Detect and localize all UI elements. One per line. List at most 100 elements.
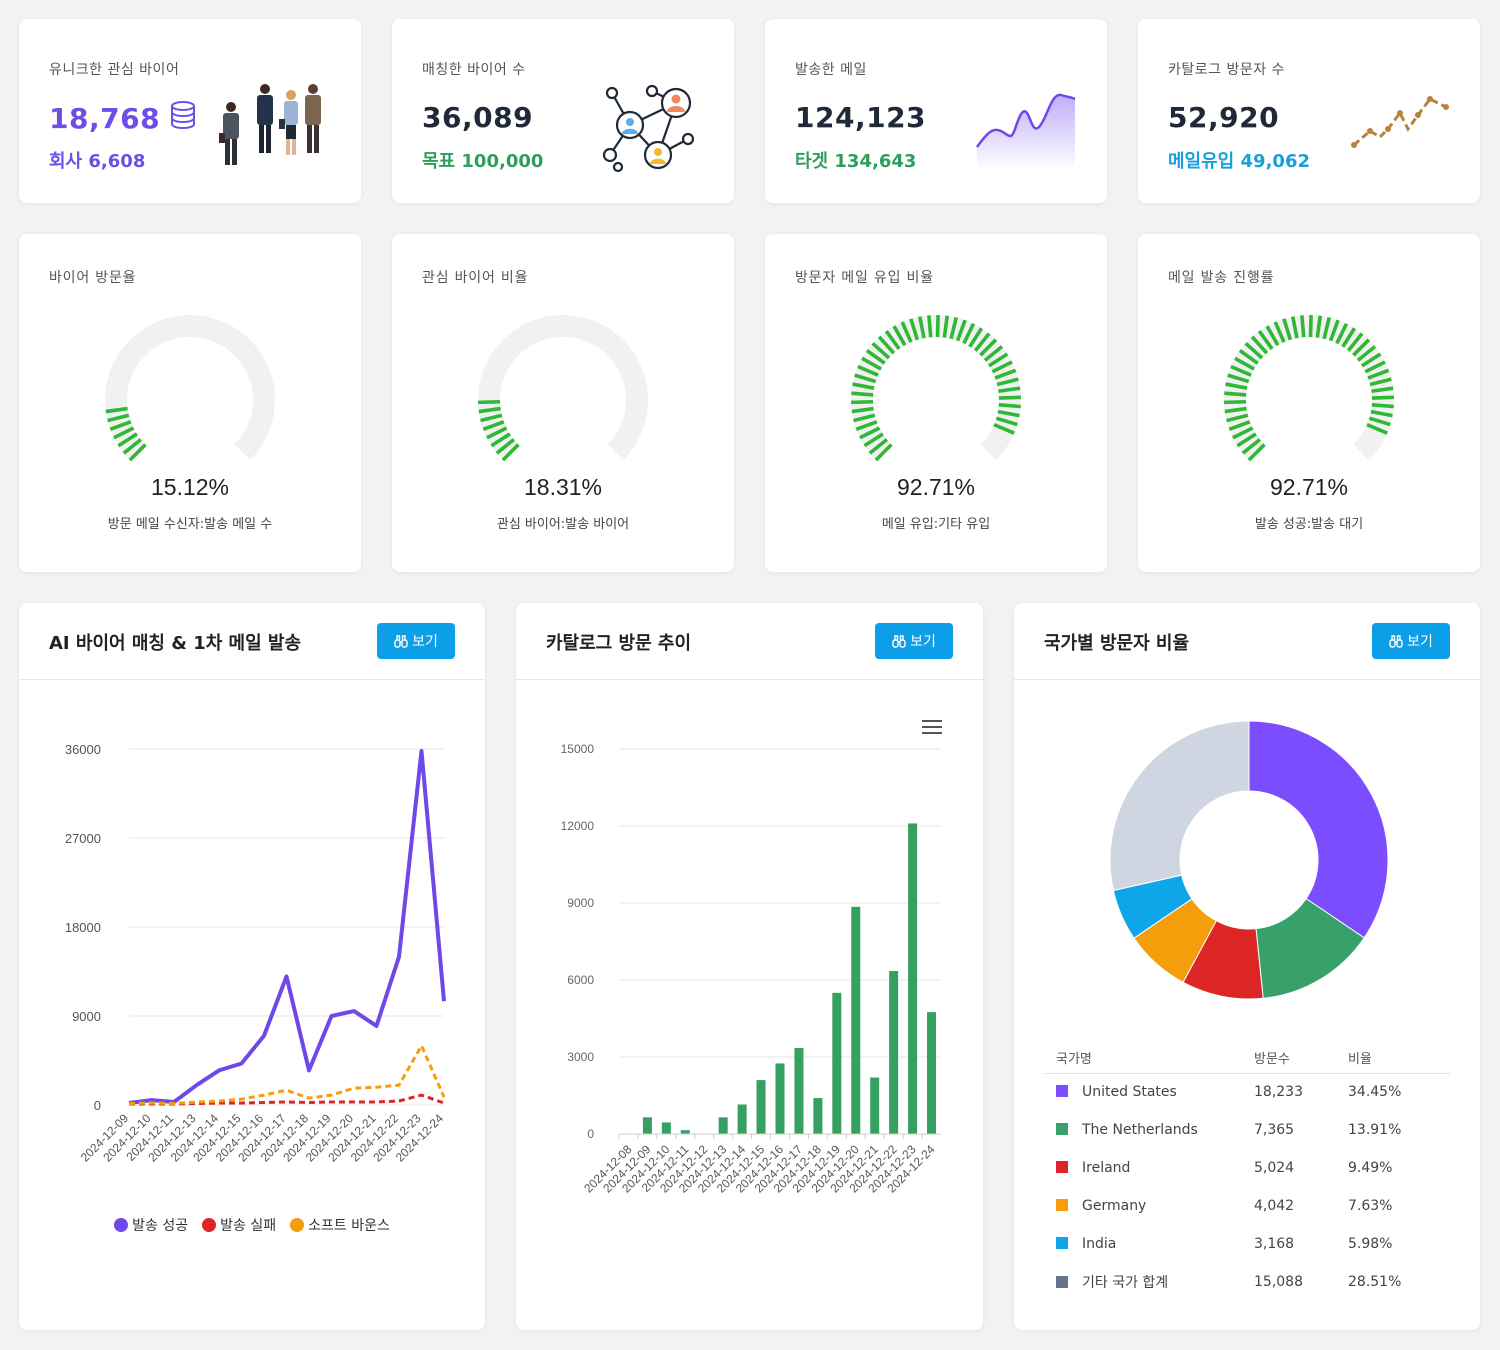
stat-value: 124,123	[795, 101, 927, 134]
bar[interactable]	[642, 1117, 652, 1134]
legend-item-soft-bounce[interactable]: 소프트 바운스	[290, 1215, 390, 1235]
table-row: Germany 4,042 7.63%	[1044, 1187, 1450, 1225]
bar[interactable]	[927, 1012, 937, 1134]
gauge-tick	[1308, 314, 1313, 338]
gauge-tick	[107, 413, 130, 423]
stat-number: 18,768	[49, 102, 161, 135]
country-cell: Germany	[1044, 1187, 1254, 1225]
donut-slice[interactable]	[1109, 720, 1250, 892]
gauge-tick	[1328, 319, 1340, 342]
y-tick-label: 27000	[65, 831, 101, 846]
legend-label: 발송 성공	[132, 1218, 189, 1234]
gauge-tick	[1346, 332, 1364, 352]
donut-slice[interactable]	[1248, 720, 1389, 939]
gauge-tick	[884, 330, 901, 350]
gauge-tick	[874, 443, 893, 462]
gauge-tick	[998, 395, 1022, 400]
gauge-tick	[927, 315, 933, 338]
gauge-tick	[1291, 316, 1299, 339]
binoculars-icon	[394, 635, 408, 648]
color-swatch	[1056, 1085, 1068, 1098]
country-cell: Ireland	[1044, 1149, 1254, 1187]
country-cell: India	[1044, 1225, 1254, 1263]
view-button[interactable]: 보기	[1372, 623, 1450, 659]
bar[interactable]	[813, 1098, 823, 1134]
bar[interactable]	[870, 1077, 880, 1134]
gauge-tick	[480, 413, 503, 423]
series-line	[128, 749, 446, 1105]
y-tick-label: 6000	[567, 973, 594, 987]
bar[interactable]	[889, 971, 899, 1134]
table-row: Ireland 5,024 9.49%	[1044, 1149, 1450, 1187]
gauge-tick	[1356, 345, 1377, 362]
bar[interactable]	[851, 906, 861, 1134]
view-button-label: 보기	[910, 634, 936, 650]
gauge-tick	[1371, 395, 1395, 400]
gauge-tick	[1265, 325, 1280, 347]
gauge-tick	[1230, 364, 1252, 377]
view-button[interactable]: 보기	[377, 623, 455, 659]
panel-mail-sending: AI 바이어 매칭 & 1차 메일 발송 보기 36000 27000 18000 9…	[19, 603, 485, 1330]
country-name: United States	[1082, 1084, 1177, 1101]
gauge-tick	[117, 432, 138, 448]
gauge-tick	[1300, 315, 1306, 338]
gauge-tick	[1335, 322, 1349, 345]
gauge-tick	[979, 338, 998, 357]
stat-label: 발송한 메일	[795, 62, 867, 78]
y-tick-label: 0	[94, 1098, 101, 1113]
bar[interactable]	[661, 1122, 671, 1134]
stat-sub: 메일유입 49,062	[1168, 147, 1310, 173]
gauge-tick	[935, 314, 940, 338]
legend-dot	[290, 1218, 305, 1232]
line-chart: 360002700018000900002024-12-092024-12-10…	[65, 742, 447, 1165]
panel-country-ratio: 국가별 방문자 비율 보기 국가명 방문수 비율 United States 18…	[1014, 603, 1480, 1330]
gauge-tick	[991, 360, 1013, 374]
table-row: The Netherlands 7,365 13.91%	[1044, 1111, 1450, 1149]
legend-dot	[202, 1218, 217, 1232]
bar[interactable]	[794, 1048, 804, 1134]
view-button[interactable]: 보기	[875, 623, 953, 659]
panel-catalog-visits: 카탈로그 방문 추이 보기 15000 12000 9000 6000 3000 0 202…	[516, 603, 983, 1330]
bar[interactable]	[832, 992, 842, 1134]
gauge-tick	[918, 316, 926, 339]
legend-label: 발송 실패	[220, 1218, 277, 1234]
bar[interactable]	[908, 823, 918, 1134]
gauge-track	[478, 315, 648, 461]
bar[interactable]	[718, 1117, 728, 1134]
gauge-tick	[994, 368, 1017, 380]
y-tick-label: 12000	[561, 819, 595, 833]
legend-label: 소프트 바운스	[308, 1218, 390, 1234]
gauge-tick	[109, 420, 132, 432]
legend-item-success[interactable]: 발송 성공	[114, 1215, 188, 1235]
ratio-cell: 9.49%	[1348, 1160, 1393, 1176]
panel-header: AI 바이어 매칭 & 1차 메일 발송 보기	[19, 603, 485, 680]
gauge-tick	[477, 399, 501, 405]
gauge-tick	[486, 426, 508, 440]
gauge-tick	[900, 321, 913, 343]
business-people-icon	[219, 84, 321, 165]
ratio-cell: 34.45%	[1348, 1084, 1402, 1101]
bar[interactable]	[737, 1104, 747, 1134]
visits-cell: 18,233	[1254, 1084, 1303, 1101]
hamburger-menu-icon[interactable]	[921, 719, 943, 735]
gauge-tick	[1322, 317, 1332, 340]
legend-item-failure[interactable]: 발송 실패	[202, 1215, 276, 1235]
gauge-tick	[1226, 413, 1249, 423]
y-tick-label: 9000	[567, 896, 594, 910]
table-row: United States 18,233 34.45%	[1044, 1073, 1450, 1111]
gauge-tick	[105, 406, 128, 414]
gauge-tick	[865, 349, 886, 365]
bar[interactable]	[756, 1080, 766, 1134]
bar[interactable]	[680, 1130, 690, 1134]
view-button-label: 보기	[412, 634, 438, 650]
panel-title: AI 바이어 매칭 & 1차 메일 발송	[49, 633, 302, 654]
stat-card-catalog-visitors: 카탈로그 방문자 수 52,920 메일유입 49,062	[1138, 19, 1480, 203]
gauge-caption: 방문 메일 수신자:발송 메일 수	[107, 517, 273, 532]
stat-sub-label: 타겟	[795, 151, 829, 172]
stat-sub: 목표 100,000	[422, 147, 543, 173]
y-tick-label: 0	[587, 1127, 594, 1141]
y-tick-label: 9000	[72, 1009, 101, 1024]
bar[interactable]	[775, 1063, 785, 1134]
country-cell: The Netherlands	[1044, 1111, 1254, 1149]
stat-sub-label: 목표	[422, 151, 456, 172]
